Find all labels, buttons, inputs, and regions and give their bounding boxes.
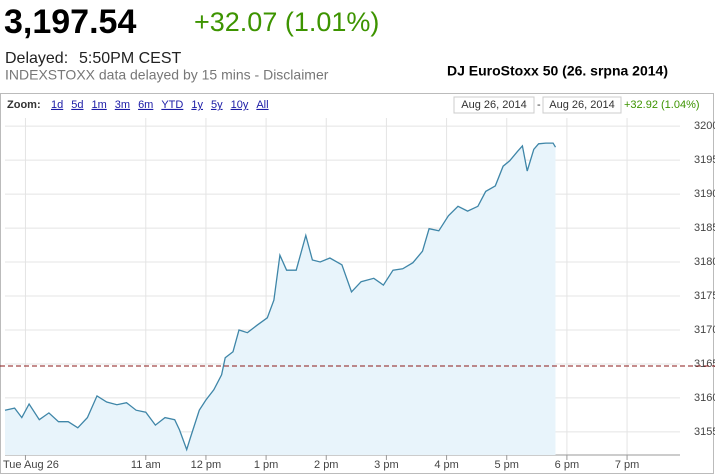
zoom-option[interactable]: All bbox=[256, 99, 268, 111]
source-note: INDEXSTOXX data delayed by 15 mins - Dis… bbox=[5, 67, 329, 83]
caption: DJ EuroStoxx 50 (26. srpna 2014) bbox=[447, 63, 668, 79]
zoom-option[interactable]: YTD bbox=[161, 99, 183, 111]
chart-frame bbox=[0, 93, 714, 474]
price-line bbox=[4, 142, 557, 452]
x-tick-label: 12 pm bbox=[191, 459, 222, 471]
y-tick-label: 3160 bbox=[694, 392, 715, 404]
zoom-option[interactable]: 5y bbox=[211, 99, 223, 111]
zoom-option[interactable]: 1d bbox=[51, 99, 63, 111]
range-change: +32.92 (1.04%) bbox=[624, 99, 700, 111]
y-tick-label: 3175 bbox=[694, 290, 715, 302]
y-tick-label: 3155 bbox=[694, 426, 715, 438]
delayed-time: 5:50PM CEST bbox=[79, 50, 181, 67]
range-separator: - bbox=[537, 99, 541, 111]
zoom-option[interactable]: 10y bbox=[231, 99, 249, 111]
x-tick-label: 6 pm bbox=[555, 459, 579, 471]
zoom-option[interactable]: 1m bbox=[92, 99, 107, 111]
price-change: +32.07 (1.01%) bbox=[194, 7, 379, 37]
price: 3,197.54 bbox=[4, 3, 136, 41]
range-end[interactable]: Aug 26, 2014 bbox=[549, 99, 614, 111]
range-end-box[interactable] bbox=[542, 96, 622, 114]
x-tick-label: 1 pm bbox=[254, 459, 278, 471]
y-tick-label: 3170 bbox=[694, 324, 715, 336]
x-tick-label: 4 pm bbox=[434, 459, 458, 471]
y-tick-label: 3185 bbox=[694, 222, 715, 234]
x-tick-label: 3 pm bbox=[374, 459, 398, 471]
zoom-label: Zoom: bbox=[7, 99, 41, 111]
x-tick-label: Tue Aug 26 bbox=[3, 459, 59, 471]
y-tick-label: 3195 bbox=[694, 154, 715, 166]
x-tick-label: 5 pm bbox=[495, 459, 519, 471]
area-fill bbox=[5, 143, 556, 455]
x-tick-label: 11 am bbox=[131, 459, 161, 471]
y-tick-label: 3180 bbox=[694, 256, 715, 268]
zoom-option[interactable]: 5d bbox=[71, 99, 83, 111]
plot: 3155 3160 3165 3170 3175 3180 3185 3190 3195 3200… bbox=[0, 118, 715, 471]
x-tick-label: 7 pm bbox=[615, 459, 639, 471]
zoom-option[interactable]: 3m bbox=[115, 99, 130, 111]
zoom-option[interactable]: 6m bbox=[138, 99, 153, 111]
y-tick-label: 3200 bbox=[694, 120, 715, 132]
y-tick-label: 3190 bbox=[694, 188, 715, 200]
x-tick-label: 2 pm bbox=[314, 459, 338, 471]
range-start-box[interactable] bbox=[453, 96, 535, 114]
delayed-label: Delayed: bbox=[5, 50, 68, 67]
zoom-option[interactable]: 1y bbox=[191, 99, 203, 111]
zoom-options: 1d 5d 1m 3m 6m YTD 1y 5y 10y All bbox=[51, 99, 269, 111]
range-start[interactable]: Aug 26, 2014 bbox=[461, 99, 526, 111]
y-tick-label: 3165 bbox=[694, 358, 715, 370]
